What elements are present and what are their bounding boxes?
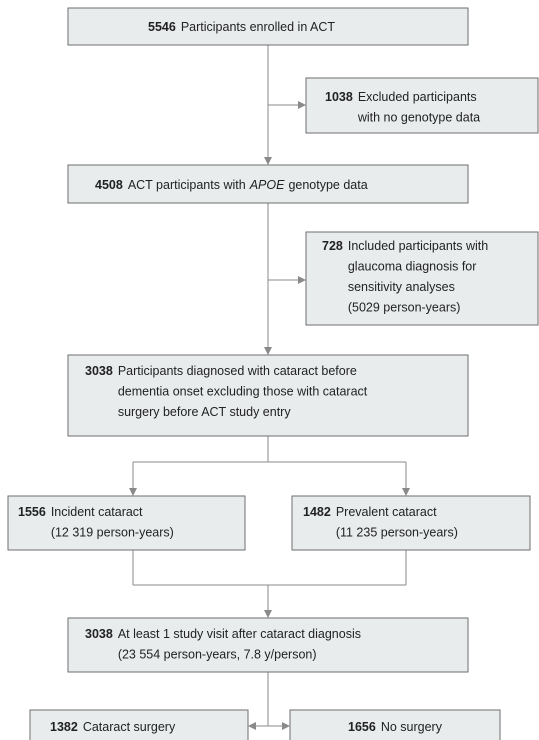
node: 1656 No surgery (348, 720, 443, 734)
node: 1382 Cataract surgery (50, 720, 176, 734)
count: 1482 (303, 505, 331, 519)
node-text: Participants enrolled in ACT (181, 20, 336, 34)
box (289, 709, 501, 740)
node: 1482 Prevalent cataract (11 235 person-y… (303, 505, 458, 540)
count: 5546 (148, 20, 176, 34)
node-text: (12 319 person-years) (51, 526, 174, 540)
box (67, 164, 469, 204)
node-text: sensitivity analyses (348, 280, 455, 294)
count: 728 (322, 239, 343, 253)
box (29, 709, 249, 740)
emphasis: APOE (249, 178, 285, 192)
count: 3038 (85, 364, 113, 378)
node: 5546 Participants enrolled in ACT (148, 20, 335, 34)
node: 1038 Excluded participants with no genot… (325, 90, 480, 125)
node-text: No surgery (381, 720, 443, 734)
count: 1038 (325, 90, 353, 104)
node-text: Participants diagnosed with cataract bef… (118, 364, 357, 378)
node: 3038 At least 1 study visit after catara… (85, 627, 361, 662)
node: 1556 Incident cataract (12 319 person-ye… (18, 505, 174, 540)
node-text: At least 1 study visit after cataract di… (118, 627, 361, 641)
box (7, 495, 246, 551)
count: 1656 (348, 720, 376, 734)
node-text: with no genotype data (357, 111, 480, 125)
node-text: (11 235 person-years) (336, 526, 458, 540)
box (305, 231, 539, 326)
count: 4508 (95, 178, 123, 192)
box (305, 77, 539, 134)
node-text: Prevalent cataract (336, 505, 437, 519)
box (291, 495, 531, 551)
node-text: dementia onset excluding those with cata… (118, 385, 368, 399)
node-text: (23 554 person-years, 7.8 y/person) (118, 648, 317, 662)
node: 3038 Participants diagnosed with catarac… (85, 364, 368, 419)
count: 1382 (50, 720, 78, 734)
node-text: surgery before ACT study entry (118, 405, 292, 419)
count: 3038 (85, 627, 113, 641)
node-text: glaucoma diagnosis for (348, 260, 477, 274)
node: 728 Included participants with glaucoma … (322, 239, 488, 315)
node-text: Excluded participants (358, 90, 477, 104)
node-text: Incident cataract (51, 505, 143, 519)
node-text: Cataract surgery (83, 720, 176, 734)
node-text: genotype data (288, 178, 367, 192)
node-text: ACT participants with (128, 178, 246, 192)
node-text: ACT participants with APOE genotype data (128, 178, 368, 192)
node-text: Included participants with (348, 239, 488, 253)
labels: 5546 Participants enrolled in ACT 1038 E… (18, 20, 488, 734)
node-text: (5029 person-years) (348, 301, 461, 315)
node: 4508 ACT participants with APOE genotype d… (95, 178, 368, 192)
boxes (7, 7, 539, 740)
connectors (129, 45, 410, 730)
box (67, 7, 469, 46)
box (67, 617, 469, 673)
count: 1556 (18, 505, 46, 519)
box (67, 354, 469, 437)
